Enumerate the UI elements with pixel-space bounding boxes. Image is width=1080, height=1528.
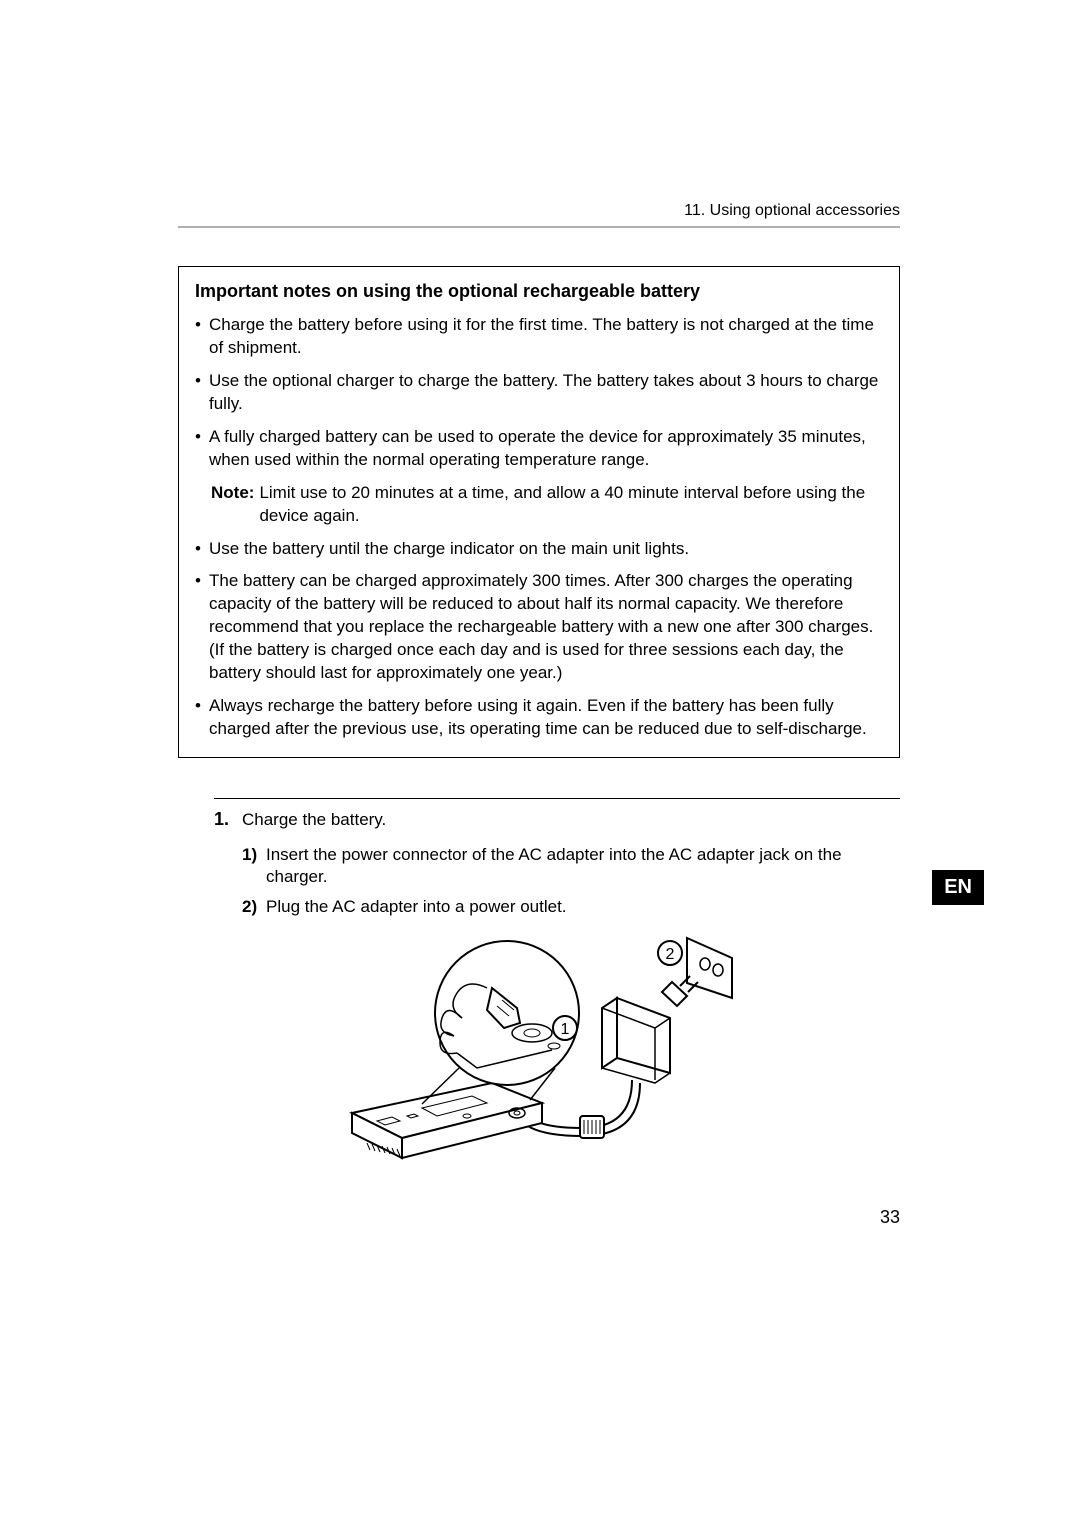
bullet-mark: •	[195, 370, 209, 416]
bullet-text: Use the battery until the charge indicat…	[209, 538, 883, 561]
bullet-mark: •	[195, 426, 209, 472]
bullet-item: • Charge the battery before using it for…	[195, 314, 883, 360]
note-text: Limit use to 20 minutes at a time, and a…	[259, 482, 883, 528]
charger-base-icon	[352, 1083, 542, 1158]
plug-icon	[662, 976, 698, 1006]
steps-section: 1. Charge the battery. 1) Insert the pow…	[178, 798, 900, 1193]
bullet-text: Charge the battery before using it for t…	[209, 314, 883, 360]
callout-1: 1	[553, 1016, 577, 1040]
bullet-text: Use the optional charger to charge the b…	[209, 370, 883, 416]
substep-number: 1)	[242, 844, 266, 888]
detail-zoom-icon	[435, 941, 579, 1085]
substep: 2) Plug the AC adapter into a power outl…	[242, 896, 900, 918]
substep-number: 2)	[242, 896, 266, 918]
section-label: 11. Using optional accessories	[684, 202, 900, 219]
note-label: Note:	[211, 482, 259, 528]
page-container: 11. Using optional accessories Important…	[0, 0, 1080, 1253]
svg-text:2: 2	[666, 946, 675, 963]
bullet-item: • A fully charged battery can be used to…	[195, 426, 883, 472]
language-badge: EN	[932, 870, 984, 905]
step-main: 1. Charge the battery.	[214, 798, 900, 830]
step-main-text: Charge the battery.	[242, 809, 386, 830]
callout-2: 2	[658, 941, 682, 965]
step-main-number: 1.	[214, 809, 242, 830]
notes-title: Important notes on using the optional re…	[195, 281, 883, 302]
bullet-mark: •	[195, 538, 209, 561]
bullet-item: • Use the battery until the charge indic…	[195, 538, 883, 561]
bullet-mark: •	[195, 314, 209, 360]
bullet-item: • Always recharge the battery before usi…	[195, 695, 883, 741]
bullet-text: A fully charged battery can be used to o…	[209, 426, 883, 472]
section-header: 11. Using optional accessories	[178, 202, 900, 228]
bullet-text: Always recharge the battery before using…	[209, 695, 883, 741]
important-notes-box: Important notes on using the optional re…	[178, 266, 900, 758]
svg-text:1: 1	[561, 1021, 570, 1038]
bullet-item: • The battery can be charged approximate…	[195, 570, 883, 685]
wall-outlet-icon	[687, 938, 732, 998]
bullet-item: • Use the optional charger to charge the…	[195, 370, 883, 416]
bullet-text: The battery can be charged approximately…	[209, 570, 883, 685]
page-number: 33	[880, 1207, 900, 1228]
charger-diagram: 2	[242, 928, 900, 1193]
substep: 1) Insert the power connector of the AC …	[242, 844, 900, 888]
note-line: Note: Limit use to 20 minutes at a time,…	[211, 482, 883, 528]
bullet-mark: •	[195, 570, 209, 685]
substep-text: Plug the AC adapter into a power outlet.	[266, 896, 900, 918]
bullet-mark: •	[195, 695, 209, 741]
ac-adapter-icon	[602, 998, 670, 1083]
diagram-svg: 2	[292, 928, 752, 1188]
substeps: 1) Insert the power connector of the AC …	[214, 844, 900, 1193]
substep-text: Insert the power connector of the AC ada…	[266, 844, 900, 888]
